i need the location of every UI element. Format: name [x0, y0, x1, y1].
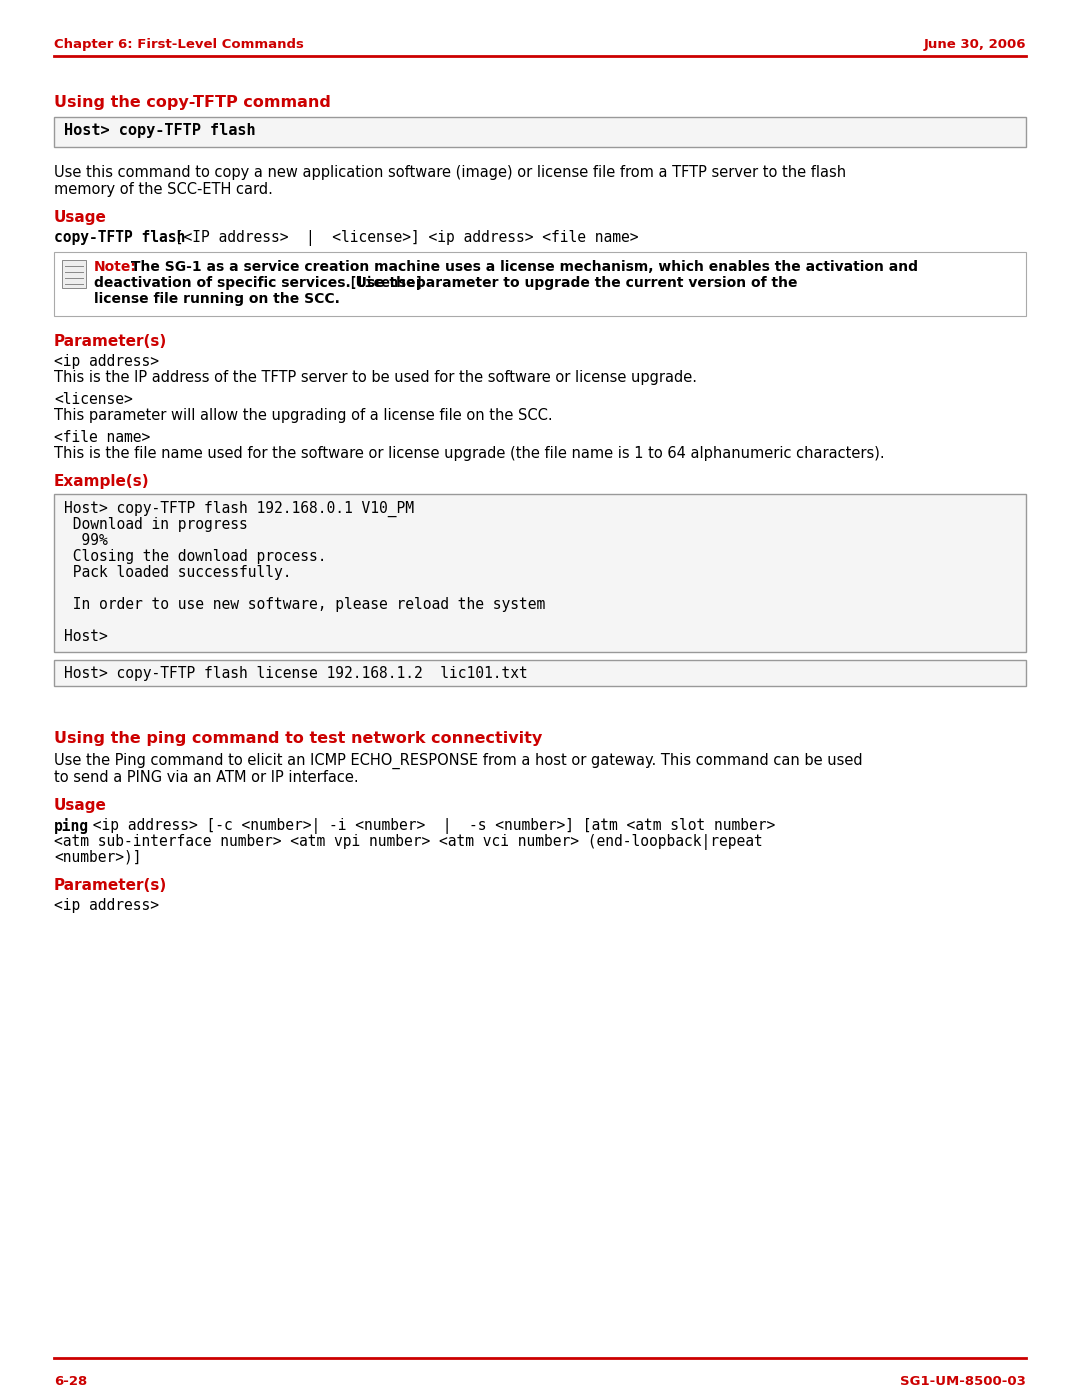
Text: <license>: <license> [54, 393, 133, 407]
Text: Host> copy-TFTP flash license 192.168.1.2  lic101.txt: Host> copy-TFTP flash license 192.168.1.… [64, 666, 528, 680]
Text: Usage: Usage [54, 798, 107, 813]
Text: Host> copy-TFTP flash 192.168.0.1 V10_PM: Host> copy-TFTP flash 192.168.0.1 V10_PM [64, 502, 414, 517]
Text: <number>)]: <number>)] [54, 849, 141, 865]
Text: Host> copy-TFTP flash: Host> copy-TFTP flash [64, 123, 256, 138]
Text: [<IP address>  |  <license>] <ip address> <file name>: [<IP address> | <license>] <ip address> … [166, 231, 639, 246]
Text: This is the IP address of the TFTP server to be used for the software or license: This is the IP address of the TFTP serve… [54, 370, 697, 386]
Text: license file running on the SCC.: license file running on the SCC. [94, 292, 340, 306]
Text: ping: ping [54, 819, 89, 834]
Text: memory of the SCC-ETH card.: memory of the SCC-ETH card. [54, 182, 273, 197]
Text: This is the file name used for the software or license upgrade (the file name is: This is the file name used for the softw… [54, 446, 885, 461]
Text: Host>: Host> [64, 629, 108, 644]
Text: 99%: 99% [64, 534, 108, 548]
Text: deactivation of specific services. Use the: deactivation of specific services. Use t… [94, 277, 420, 291]
Text: Pack loaded successfully.: Pack loaded successfully. [64, 564, 292, 580]
FancyBboxPatch shape [62, 260, 86, 288]
Text: Use the Ping command to elicit an ICMP ECHO_RESPONSE from a host or gateway. Thi: Use the Ping command to elicit an ICMP E… [54, 753, 863, 770]
FancyBboxPatch shape [54, 659, 1026, 686]
Text: 6-28: 6-28 [54, 1375, 87, 1389]
Text: The SG-1 as a service creation machine uses a license mechanism, which enables t: The SG-1 as a service creation machine u… [126, 260, 918, 274]
Text: Chapter 6: First-Level Commands: Chapter 6: First-Level Commands [54, 38, 303, 52]
Text: In order to use new software, please reload the system: In order to use new software, please rel… [64, 597, 545, 612]
Text: SG1-UM-8500-03: SG1-UM-8500-03 [900, 1375, 1026, 1389]
FancyBboxPatch shape [54, 117, 1026, 147]
Text: Using the ping command to test network connectivity: Using the ping command to test network c… [54, 731, 542, 746]
Text: June 30, 2006: June 30, 2006 [923, 38, 1026, 52]
Text: <atm sub-interface number> <atm vpi number> <atm vci number> (end-loopback|repea: <atm sub-interface number> <atm vpi numb… [54, 834, 762, 849]
Text: <ip address>: <ip address> [54, 898, 159, 914]
Text: Download in progress: Download in progress [64, 517, 247, 532]
FancyBboxPatch shape [54, 251, 1026, 316]
Text: Parameter(s): Parameter(s) [54, 877, 167, 893]
Text: Note:: Note: [94, 260, 137, 274]
FancyBboxPatch shape [54, 495, 1026, 652]
Text: Closing the download process.: Closing the download process. [64, 549, 326, 564]
Text: to send a PING via an ATM or IP interface.: to send a PING via an ATM or IP interfac… [54, 770, 359, 785]
Text: This parameter will allow the upgrading of a license file on the SCC.: This parameter will allow the upgrading … [54, 408, 553, 423]
Text: parameter to upgrade the current version of the: parameter to upgrade the current version… [410, 277, 797, 291]
Text: [license]: [license] [348, 277, 423, 291]
Text: Usage: Usage [54, 210, 107, 225]
Text: <ip address> [-c <number>| -i <number>  |  -s <number>] [atm <atm slot number>: <ip address> [-c <number>| -i <number> |… [84, 819, 775, 834]
Text: Using the copy-TFTP command: Using the copy-TFTP command [54, 95, 330, 110]
Text: Use this command to copy a new application software (image) or license file from: Use this command to copy a new applicati… [54, 165, 846, 180]
Text: <file name>: <file name> [54, 430, 150, 446]
Text: Parameter(s): Parameter(s) [54, 334, 167, 349]
Text: copy-TFTP flash: copy-TFTP flash [54, 231, 186, 244]
Text: Example(s): Example(s) [54, 474, 150, 489]
Text: <ip address>: <ip address> [54, 353, 159, 369]
